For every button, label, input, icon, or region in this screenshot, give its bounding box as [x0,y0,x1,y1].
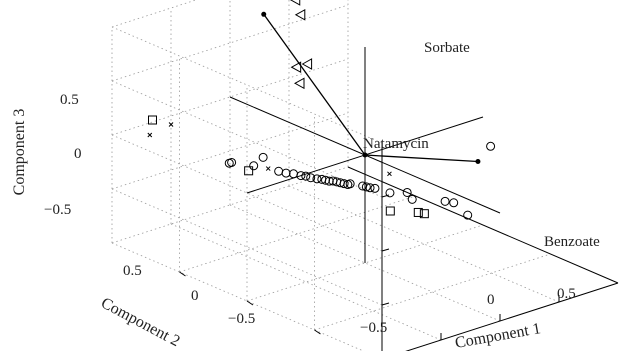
point-x-0-b [168,122,174,127]
point-circle-22 [365,183,375,193]
point-triangle-6 [293,77,305,90]
point-circle-23 [370,183,380,193]
vector-benzoate [364,154,478,163]
grid-z-back-2 [111,4,349,82]
point-circle-29 [463,210,473,220]
point-triangle-4 [290,61,302,74]
z-tick-1 [381,248,390,252]
point-x-2-b [265,166,271,171]
labels: 0.5 0 −0.5 0.5 0 −0.5 −0.5 0 0.5 Compone… [11,40,600,351]
point-x-3-b [387,171,392,177]
loading-vectors [229,11,501,263]
point-circle-30 [486,141,496,151]
grid-edge-3 [111,166,349,244]
point-square-4 [419,209,429,219]
vector-tip-benzoate [475,159,481,164]
point-circle-21 [361,182,371,192]
point-x-1 [147,132,153,138]
y-tick-label-2: −0.5 [228,311,255,327]
point-square-0 [148,115,157,125]
score-points [147,0,496,220]
point-square-3 [413,207,423,217]
vector-label-benzoate: Benzoate [544,234,600,250]
point-circle-26 [407,194,417,204]
x-axis-label: Component 1 [454,320,542,351]
z-axis-label: Component 3 [11,109,28,196]
point-circle-12 [321,175,331,185]
point-triangle-2 [289,0,301,6]
point-circle-5 [281,168,291,178]
grid-y-floor-1 [246,224,484,302]
vector-label-sorbate: Sorbate [424,40,470,56]
point-circle-4 [274,166,284,176]
point-circle-1 [227,157,237,167]
x-tick-label-2: 0.5 [557,286,576,302]
point-circle-19 [345,179,355,189]
point-circle-9 [306,173,316,183]
point-circle-13 [324,176,334,186]
grid-x-floor-0 [170,223,442,341]
x-tick-label-0: −0.5 [360,320,387,336]
x-axis-front-line [347,166,619,284]
y-tick-0 [314,329,321,335]
point-circle-10 [312,174,322,184]
y-tick-label-0: 0.5 [123,263,142,279]
grid-y-floor-0 [314,253,551,331]
point-x-2 [265,166,271,171]
y-tick-label-1: 0 [191,288,199,304]
point-x-1-b [147,132,153,138]
z-tick-0 [381,302,390,306]
point-circle-7 [296,171,306,181]
axes-box [179,143,619,351]
vector-sorbate [263,13,366,156]
y-axis-label: Component 2 [98,295,183,351]
y-tick-2 [179,271,186,277]
point-square-1 [244,166,254,176]
point-circle-25 [402,187,412,197]
point-circle-3 [258,152,268,162]
point-circle-2 [249,161,259,171]
grid-y-floor-2 [179,195,416,273]
point-x-0 [168,122,174,127]
grid-edge-1 [111,0,198,28]
grid-z-back-1 [111,58,349,136]
point-circle-8 [301,171,311,181]
point-triangle-3 [294,8,306,21]
point-x-3 [387,171,392,177]
z-tick-label-0: 0.5 [60,92,79,108]
point-circle-27 [440,196,450,206]
grid-z-back-0 [111,112,349,190]
point-circle-17 [339,179,349,189]
point-circle-28 [449,198,459,208]
vector-tip-sorbate [261,11,267,17]
point-circle-6 [289,169,298,179]
x-tick-label-1: 0 [487,292,495,308]
point-triangle-5 [301,58,313,70]
z-tick-label-2: −0.5 [44,202,71,218]
y-tick-1 [246,300,254,306]
z-tick-label-1: 0 [74,146,82,162]
z-tick-2 [381,194,390,198]
point-square-2 [385,206,395,216]
vector-label-natamycin: Natamycin [363,136,429,152]
point-circle-24 [385,188,395,198]
